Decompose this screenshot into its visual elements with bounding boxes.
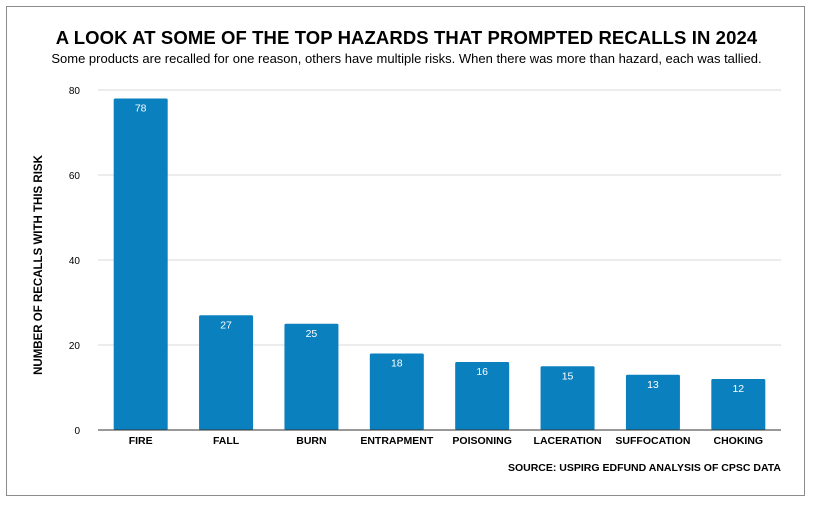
- x-tick-label: FIRE: [129, 435, 153, 447]
- y-tick-label: 40: [69, 256, 81, 267]
- y-tick-label: 0: [74, 426, 80, 437]
- x-tick-label: FALL: [213, 435, 240, 447]
- data-label: 27: [220, 319, 232, 331]
- y-axis-ticks: 0 20 40 60 80: [69, 86, 81, 437]
- chart-subtitle: Some products are recalled for one reaso…: [51, 51, 762, 66]
- bars: [113, 98, 766, 430]
- bar: [199, 315, 254, 430]
- data-label: 15: [562, 370, 574, 382]
- x-tick-label: POISONING: [452, 435, 512, 447]
- x-tick-label: LACERATION: [534, 435, 602, 447]
- x-tick-label: SUFFOCATION: [615, 435, 690, 447]
- data-label: 18: [391, 358, 403, 370]
- bar: [625, 374, 680, 430]
- y-axis-label: NUMBER OF RECALLS WITH THIS RISK: [33, 154, 45, 374]
- y-tick-label: 80: [69, 86, 81, 97]
- source-note: SOURCE: USPIRG EDFUND ANALYSIS OF CPSC D…: [507, 462, 781, 474]
- x-axis-ticks: FIRE FALL BURN ENTRAPMENT POISONING LACERATIO…: [129, 435, 763, 447]
- data-label: 13: [647, 379, 659, 391]
- y-tick-label: 20: [69, 341, 81, 352]
- x-tick-label: BURN: [296, 435, 326, 447]
- bar: [113, 98, 168, 430]
- x-tick-label: ENTRAPMENT: [360, 435, 434, 447]
- data-labels: 78 27 25 18 16 15 13 12: [135, 103, 744, 396]
- bar: [284, 323, 339, 430]
- gridlines: [98, 89, 781, 346]
- data-label: 78: [135, 103, 147, 115]
- data-label: 12: [732, 383, 744, 395]
- bar: [711, 379, 766, 430]
- x-tick-label: CHOKING: [714, 435, 764, 447]
- data-label: 16: [476, 366, 488, 378]
- data-label: 25: [306, 328, 318, 340]
- bar: [540, 366, 595, 430]
- bar: [369, 353, 424, 430]
- y-tick-label: 60: [69, 171, 81, 182]
- bar: [455, 362, 510, 430]
- chart-title: A LOOK AT SOME OF THE TOP HAZARDS THAT P…: [55, 27, 758, 48]
